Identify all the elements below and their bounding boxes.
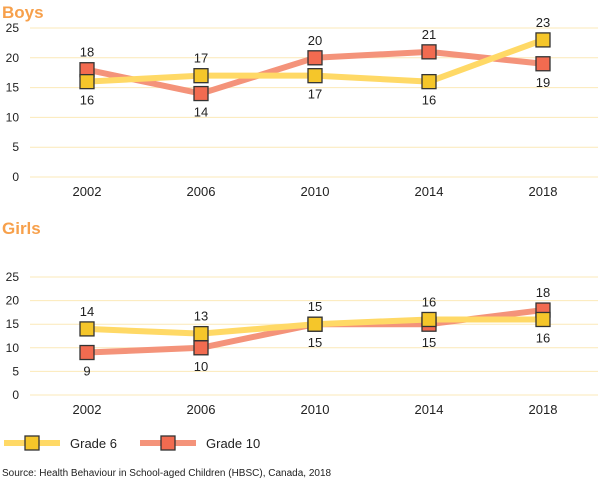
x-tick-label: 2014 [415, 184, 444, 199]
data-point-grade-6 [421, 311, 437, 328]
data-label: 13 [194, 309, 208, 324]
data-label: 15 [308, 335, 322, 350]
x-tick-label: 2018 [529, 184, 558, 199]
data-point-grade-6 [79, 73, 95, 90]
data-label: 17 [308, 87, 322, 102]
y-tick-label: 20 [6, 51, 20, 65]
y-tick-label: 5 [12, 140, 19, 154]
y-tick-label: 15 [6, 81, 20, 95]
data-label: 15 [422, 335, 436, 350]
legend-label: Grade 10 [206, 436, 260, 451]
x-tick-label: 2010 [301, 402, 330, 417]
y-tick-label: 0 [12, 388, 19, 402]
data-label: 14 [194, 105, 208, 120]
data-point-grade-6 [535, 32, 551, 48]
data-label: 18 [536, 285, 550, 300]
data-point-grade-10 [421, 44, 437, 60]
data-label: 19 [536, 75, 550, 90]
data-point-grade-6 [193, 325, 209, 342]
data-label: 16 [422, 93, 436, 108]
x-tick-label: 2006 [187, 402, 216, 417]
legend-label: Grade 6 [70, 436, 117, 451]
data-point-grade-6 [535, 311, 551, 328]
x-tick-label: 2014 [415, 402, 444, 417]
x-tick-label: 2018 [529, 402, 558, 417]
data-label: 17 [194, 51, 208, 66]
data-label: 16 [80, 93, 94, 108]
data-point-grade-6 [193, 68, 209, 84]
data-point-grade-6 [307, 68, 323, 84]
chart-title: Girls [2, 219, 41, 238]
legend-marker [160, 435, 176, 451]
x-tick-label: 2002 [73, 402, 102, 417]
y-tick-label: 10 [6, 110, 20, 124]
y-tick-label: 5 [12, 364, 19, 378]
source-note: Source: Health Behaviour in School-aged … [2, 468, 332, 479]
y-tick-label: 25 [6, 270, 20, 284]
data-label: 9 [83, 364, 90, 379]
data-point-grade-10 [193, 340, 209, 356]
data-label: 14 [80, 304, 94, 319]
chart-title: Boys [2, 3, 44, 22]
data-point-grade-10 [193, 85, 209, 102]
y-tick-label: 20 [6, 294, 20, 308]
data-point-grade-6 [79, 321, 95, 337]
data-point-grade-10 [535, 56, 551, 72]
data-label: 23 [536, 15, 550, 30]
data-label: 15 [308, 299, 322, 314]
data-point-grade-10 [79, 344, 95, 361]
x-tick-label: 2006 [187, 184, 216, 199]
y-tick-label: 15 [6, 317, 20, 331]
data-label: 16 [422, 294, 436, 309]
data-point-grade-6 [307, 316, 323, 332]
y-tick-label: 0 [12, 170, 19, 184]
data-label: 10 [194, 359, 208, 374]
y-tick-label: 10 [6, 341, 20, 355]
data-label: 18 [80, 45, 94, 60]
x-tick-label: 2002 [73, 184, 102, 199]
data-point-grade-6 [421, 73, 437, 90]
x-tick-label: 2010 [301, 184, 330, 199]
y-tick-label: 25 [6, 21, 20, 35]
data-label: 16 [536, 330, 550, 345]
data-point-grade-10 [307, 50, 323, 66]
legend-marker [24, 435, 40, 451]
data-label: 20 [308, 33, 322, 48]
data-label: 21 [422, 27, 436, 42]
